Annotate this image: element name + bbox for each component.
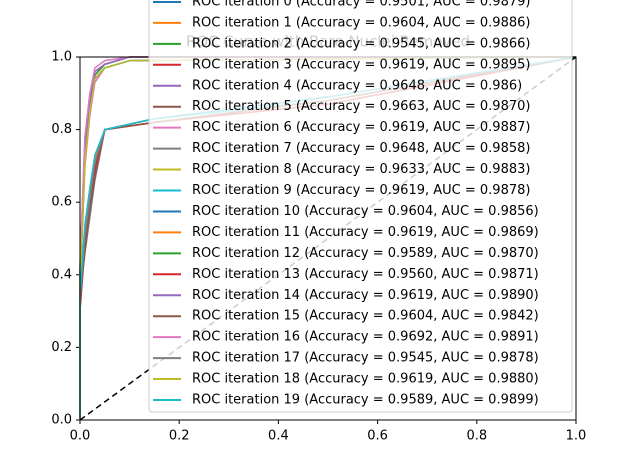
y-tick-label: 1.0 [51, 50, 72, 65]
legend-label: ROC iteration 10 (Accuracy = 0.9604, AUC… [192, 204, 539, 219]
legend-label: ROC iteration 5 (Accuracy = 0.9663, AUC … [192, 99, 530, 114]
legend-label: ROC iteration 1 (Accuracy = 0.9604, AUC … [192, 15, 530, 30]
legend-box [148, 0, 573, 413]
x-tick-label: 0.4 [268, 429, 289, 444]
legend-label: ROC iteration 6 (Accuracy = 0.9619, AUC … [192, 120, 530, 135]
y-tick-label: 0.4 [51, 267, 72, 282]
roc-line [79, 56, 577, 420]
roc-line [79, 56, 576, 420]
legend-label: ROC iteration 19 (Accuracy = 0.9589, AUC… [192, 393, 539, 408]
legend-label: ROC iteration 16 (Accuracy = 0.9692, AUC… [192, 330, 539, 345]
legend-label: ROC iteration 17 (Accuracy = 0.9545, AUC… [192, 351, 539, 366]
x-tick-label: 0.0 [70, 429, 91, 444]
legend-label: ROC iteration 4 (Accuracy = 0.9648, AUC … [192, 78, 522, 93]
legend-label: ROC iteration 14 (Accuracy = 0.9619, AUC… [192, 288, 539, 303]
x-tick-label: 0.2 [169, 429, 190, 444]
y-tick-label: 0.0 [51, 413, 72, 428]
y-tick-label: 0.6 [51, 195, 72, 210]
legend-label: ROC iteration 18 (Accuracy = 0.9619, AUC… [192, 372, 539, 387]
legend-label: ROC iteration 3 (Accuracy = 0.9619, AUC … [192, 57, 530, 72]
x-tick-label: 1.0 [566, 429, 587, 444]
legend-label: ROC iteration 9 (Accuracy = 0.9619, AUC … [192, 183, 530, 198]
legend-label: ROC iteration 15 (Accuracy = 0.9604, AUC… [192, 309, 539, 324]
x-tick-label: 0.6 [367, 429, 388, 444]
y-tick-label: 0.2 [51, 340, 72, 355]
legend-label: ROC iteration 7 (Accuracy = 0.9648, AUC … [192, 141, 530, 156]
legend-label: ROC iteration 0 (Accuracy = 0.9501, AUC … [192, 0, 530, 9]
legend-label: ROC iteration 8 (Accuracy = 0.9633, AUC … [192, 162, 530, 177]
legend-label: ROC iteration 11 (Accuracy = 0.9619, AUC… [192, 225, 539, 240]
legend-label: ROC iteration 12 (Accuracy = 0.9589, AUC… [192, 246, 539, 261]
legend-label: ROC iteration 13 (Accuracy = 0.9560, AUC… [192, 267, 539, 282]
legend-label: ROC iteration 2 (Accuracy = 0.9545, AUC … [192, 36, 530, 51]
y-tick-label: 0.8 [51, 122, 72, 137]
x-tick-label: 0.8 [466, 429, 487, 444]
